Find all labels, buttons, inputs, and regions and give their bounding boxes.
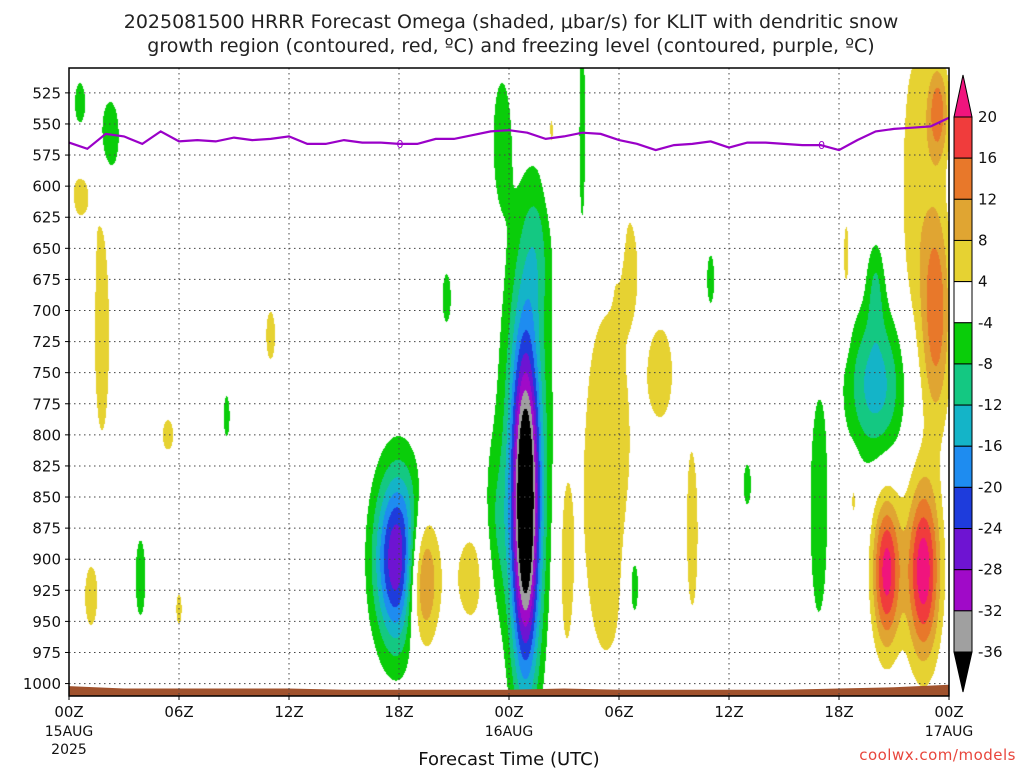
freezing-level-label: 0: [818, 139, 825, 152]
colorbar-label: -24: [978, 520, 1003, 538]
y-tick-label: 925: [32, 582, 61, 600]
y-tick-label: 675: [32, 271, 61, 289]
y-tick-label: 750: [32, 364, 61, 382]
y-tick-label: 700: [32, 302, 61, 320]
colorbar-label: 8: [978, 231, 988, 249]
chart-title-line-2: growth region (contoured, red, ºC) and f…: [147, 35, 874, 57]
y-tick-label: 975: [32, 644, 61, 662]
x-tick-label: 06Z: [604, 703, 633, 721]
y-axis: 525 550 575 600 625 650 675 700 725 750 775 800 825 8…: [23, 84, 69, 693]
y-tick-label: 625: [32, 209, 61, 227]
omega-shaded-field: [69, 68, 949, 696]
colorbar-swatch: [953, 486, 973, 530]
x-tick-label: 00Z: [934, 703, 963, 721]
grid-lines: [68, 68, 950, 696]
colorbar-label: -36: [978, 643, 1003, 661]
colorbar-label: -32: [978, 602, 1003, 620]
y-tick-label: 775: [32, 395, 61, 413]
x-date-label: 17AUG: [925, 724, 974, 740]
x-tick-label: 12Z: [274, 703, 303, 721]
x-tick-label: 18Z: [384, 703, 413, 721]
colorbar-label: 16: [978, 149, 997, 167]
colorbar-label: 20: [978, 108, 997, 126]
colorbar-swatch: [953, 528, 973, 571]
y-tick-label: 600: [32, 178, 61, 196]
colorbar: 20 16 12 8 4 -4 -8 -12 -16 -20 -24 -28 -32 -36: [953, 74, 1003, 693]
colorbar-label: 4: [978, 273, 988, 291]
colorbar-swatch: [953, 116, 973, 159]
y-tick-label: 800: [32, 426, 61, 444]
colorbar-swatch: [953, 322, 973, 365]
x-tick-label: 00Z: [494, 703, 523, 721]
freezing-level-label: 0: [397, 138, 404, 151]
colorbar-swatch: [953, 610, 973, 653]
colorbar-swatch: [953, 157, 973, 200]
y-tick-label: 650: [32, 240, 61, 258]
y-tick-label: 525: [32, 84, 61, 102]
colorbar-label: -20: [978, 478, 1003, 496]
x-year-label: 2025: [51, 742, 87, 758]
colorbar-swatch: [953, 569, 973, 612]
colorbar-label: -12: [978, 396, 1003, 414]
y-tick-label: 850: [32, 489, 61, 507]
colorbar-label: -4: [978, 314, 993, 332]
x-tick-label: 12Z: [714, 703, 743, 721]
x-axis-title: Forecast Time (UTC): [418, 749, 599, 768]
y-tick-label: 900: [32, 551, 61, 569]
colorbar-swatch: [953, 239, 973, 283]
y-tick-label: 875: [32, 520, 61, 538]
y-tick-label: 550: [32, 115, 61, 133]
colorbar-label: -28: [978, 561, 1003, 579]
y-tick-label: 950: [32, 613, 61, 631]
colorbar-bottom-arrow: [953, 651, 973, 693]
colorbar-label: -16: [978, 437, 1003, 455]
freezing-level-line: [68, 116, 950, 152]
x-tick-label: 00Z: [54, 703, 83, 721]
colorbar-swatch: [953, 445, 973, 488]
y-tick-label: 825: [32, 457, 61, 475]
colorbar-swatch: [953, 281, 973, 324]
chart-title-line-1: 2025081500 HRRR Forecast Omega (shaded, …: [124, 11, 899, 33]
x-tick-label: 18Z: [824, 703, 853, 721]
y-tick-label: 575: [32, 147, 61, 165]
x-tick-label: 06Z: [164, 703, 193, 721]
y-tick-label: 1000: [23, 675, 61, 693]
x-date-label: 16AUG: [485, 724, 534, 740]
x-date-label: 15AUG: [45, 724, 94, 740]
x-axis: 00Z 15AUG 2025 06Z 12Z 18Z 00Z 16AUG 06Z 12Z 18Z 00…: [45, 696, 974, 758]
colorbar-label: -8: [978, 355, 993, 373]
credit-text: coolwx.com/models: [859, 746, 1016, 764]
colorbar-swatch: [953, 198, 973, 241]
colorbar-label: 12: [978, 190, 997, 208]
colorbar-swatch: [953, 363, 973, 406]
y-tick-label: 725: [32, 333, 61, 351]
colorbar-swatch: [953, 404, 973, 447]
